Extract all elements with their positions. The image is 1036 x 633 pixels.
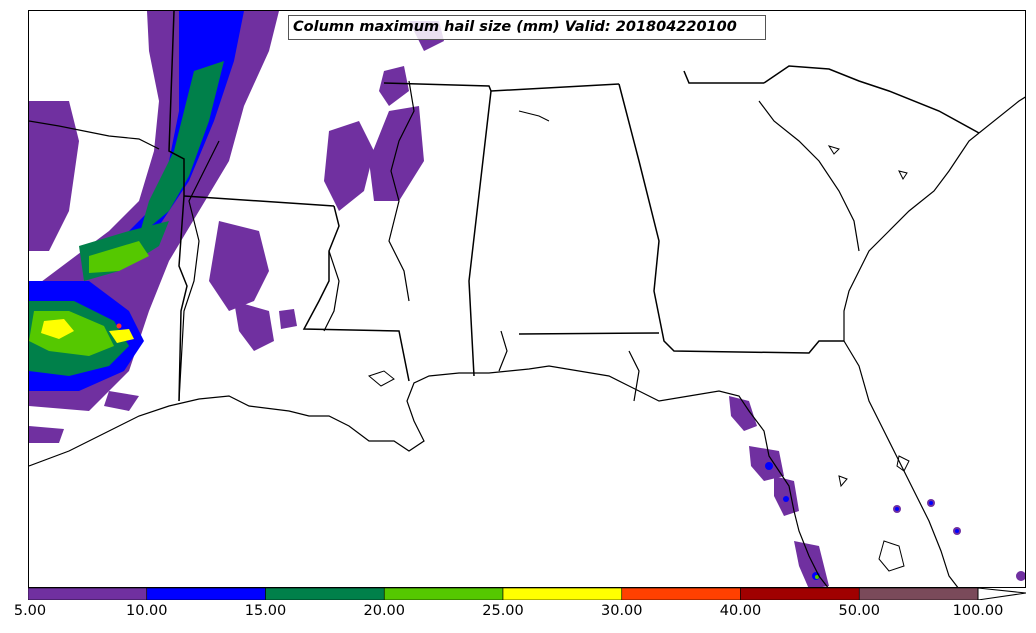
coastline [29, 80, 1025, 587]
hail-swath-west [29, 11, 279, 443]
hail-cells-central [209, 21, 444, 351]
colorbar-segment [28, 588, 148, 600]
map-canvas [29, 11, 1025, 587]
colorbar-segment [146, 588, 266, 600]
map-title: Column maximum hail size (mm) Valid: 201… [288, 15, 766, 40]
state-boundaries [168, 11, 980, 402]
colorbar-extension [977, 588, 1026, 600]
colorbar-tick-label: 5.00 [13, 603, 47, 619]
lakes [367, 110, 910, 572]
colorbar-tick-label: 100.00 [952, 603, 1004, 619]
colorbar-tick-label: 30.00 [600, 603, 643, 619]
colorbar-tick-label: 25.00 [482, 603, 524, 619]
colorbar-tick-label: 50.00 [838, 603, 881, 619]
colorbar-tick-label: 10.00 [125, 603, 168, 619]
colorbar-segment [383, 588, 504, 600]
colorbar-segment [621, 588, 741, 600]
colorbar-segment [740, 588, 860, 600]
map-panel [28, 10, 1026, 588]
colorbar-segment [265, 588, 385, 600]
colorbar-segment [858, 588, 979, 600]
colorbar-tick-label: 40.00 [719, 603, 762, 619]
colorbar-tick-label: 15.00 [244, 603, 287, 619]
colorbar [28, 588, 1026, 600]
colorbar-segment [502, 588, 623, 600]
colorbar-tick-label: 20.00 [363, 603, 406, 619]
hail-cells-florida [729, 396, 1025, 587]
